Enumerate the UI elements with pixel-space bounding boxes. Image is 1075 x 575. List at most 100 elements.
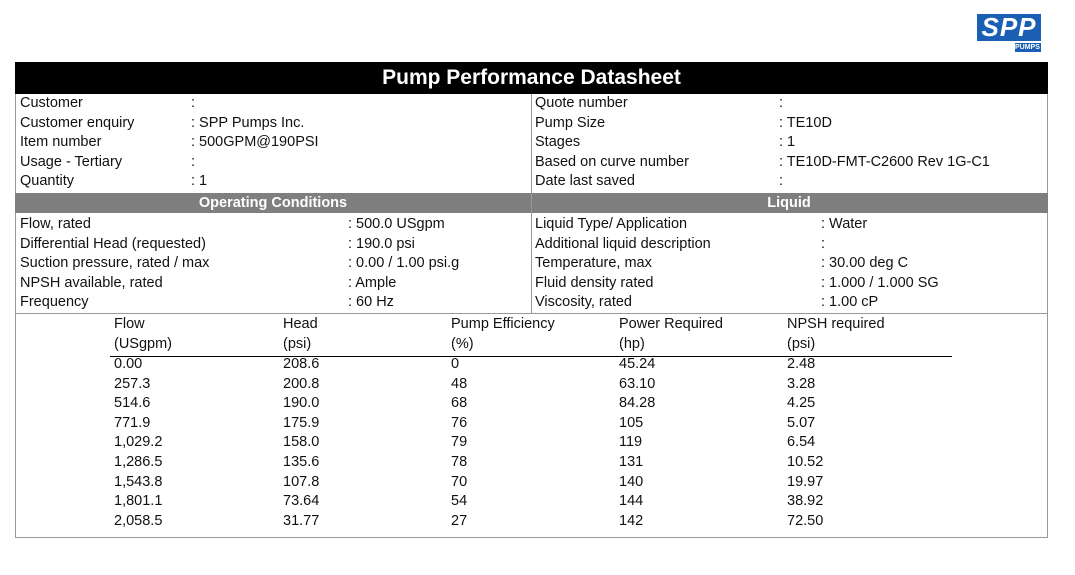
field-label: Quantity bbox=[20, 173, 74, 189]
table-cell: 175.9 bbox=[283, 414, 320, 431]
field-label: Differential Head (requested) bbox=[20, 235, 206, 252]
table-cell: 0.00 bbox=[114, 356, 143, 372]
table-cell: 76 bbox=[451, 414, 468, 431]
table-cell: 1,286.5 bbox=[114, 454, 163, 470]
table-cell: 107.8 bbox=[283, 473, 320, 490]
field-label: Usage - Tertiary bbox=[20, 153, 123, 170]
column-header: Flow bbox=[114, 316, 145, 332]
field-value: : bbox=[191, 153, 196, 170]
table-cell: 68 bbox=[451, 395, 468, 412]
logo-subtext: PUMPS bbox=[1015, 43, 1041, 52]
column-unit: (USgpm) bbox=[114, 336, 173, 352]
table-cell: 119 bbox=[619, 434, 643, 451]
table-cell: 142 bbox=[619, 512, 644, 529]
field-label: Suction pressure, rated / max bbox=[20, 255, 210, 271]
table-cell: 257.3 bbox=[114, 375, 151, 392]
field-value: : 1.000 / 1.000 SG bbox=[821, 274, 939, 291]
table-cell: 54 bbox=[451, 493, 468, 510]
field-value: : 1 bbox=[191, 173, 208, 189]
field-value: : 0.00 / 1.00 psi.g bbox=[348, 255, 460, 271]
table-cell: 135.6 bbox=[283, 454, 320, 470]
table-cell: 200.8 bbox=[283, 375, 320, 392]
table-cell: 84.28 bbox=[619, 395, 656, 412]
table-cell: 140 bbox=[619, 473, 644, 490]
field-label: Customer enquiry bbox=[20, 114, 135, 131]
field-value: : Ample bbox=[348, 274, 397, 291]
logo-brand: SPP bbox=[977, 14, 1041, 41]
table-cell: 63.10 bbox=[619, 375, 656, 392]
field-value: : 1 bbox=[779, 134, 796, 150]
field-value: : bbox=[821, 235, 826, 252]
table-cell: 158.0 bbox=[283, 434, 320, 451]
field-label: Quote number bbox=[535, 95, 628, 111]
field-label: Fluid density rated bbox=[535, 274, 654, 291]
table-cell: 6.54 bbox=[787, 434, 816, 451]
field-label: Date last saved bbox=[535, 173, 635, 189]
field-label: Frequency bbox=[20, 294, 89, 310]
table-cell: 2,058.5 bbox=[114, 512, 163, 529]
field-value: : 1.00 cP bbox=[821, 294, 879, 310]
field-value: : 190.0 psi bbox=[348, 235, 415, 252]
table-cell: 190.0 bbox=[283, 395, 320, 412]
field-label: NPSH available, rated bbox=[20, 274, 163, 291]
table-cell: 31.77 bbox=[283, 512, 320, 529]
field-value: : 30.00 deg C bbox=[821, 255, 909, 271]
table-cell: 144 bbox=[619, 493, 644, 510]
field-label: Additional liquid description bbox=[535, 235, 711, 252]
table-cell: 514.6 bbox=[114, 395, 151, 412]
field-label: Based on curve number bbox=[535, 153, 689, 170]
field-label: Temperature, max bbox=[535, 255, 652, 271]
title: Pump Performance Datasheet bbox=[382, 66, 681, 89]
section-heading: Operating Conditions bbox=[198, 195, 348, 211]
table-cell: 771.9 bbox=[114, 414, 151, 431]
table-cell: 27 bbox=[451, 512, 468, 529]
field-label: Item number bbox=[20, 134, 102, 150]
column-header: Power Required bbox=[619, 316, 723, 332]
section-divider bbox=[15, 313, 1048, 314]
section-heading: Liquid bbox=[767, 195, 811, 211]
table-cell: 79 bbox=[451, 434, 468, 451]
field-label: Customer bbox=[20, 95, 83, 111]
table-cell: 1,543.8 bbox=[114, 473, 163, 490]
table-cell: 72.50 bbox=[787, 512, 824, 529]
column-divider bbox=[531, 94, 532, 313]
table-cell: 1,029.2 bbox=[114, 434, 163, 451]
column-unit: (psi) bbox=[283, 336, 312, 352]
column-unit: (hp) bbox=[619, 336, 645, 352]
table-cell: 70 bbox=[451, 473, 468, 490]
table-cell: 73.64 bbox=[283, 493, 320, 510]
table-cell: 19.97 bbox=[787, 473, 824, 490]
field-value: : 500.0 USgpm bbox=[348, 216, 445, 232]
table-cell: 1,801.1 bbox=[114, 493, 163, 510]
table-cell: 48 bbox=[451, 375, 468, 392]
table-header-rule bbox=[110, 356, 952, 357]
field-value: : bbox=[779, 95, 784, 111]
column-unit: (%) bbox=[451, 336, 474, 352]
logo-block: SPP PUMPS bbox=[977, 14, 1041, 52]
table-cell: 0 bbox=[451, 356, 460, 372]
field-value: : 500GPM@190PSI bbox=[191, 134, 319, 150]
table-cell: 45.24 bbox=[619, 356, 656, 372]
field-value: : TE10D-FMT-C2600 Rev 1G-C1 bbox=[779, 153, 990, 170]
field-label: Pump Size bbox=[535, 114, 606, 131]
field-value: : bbox=[779, 173, 784, 189]
field-label: Viscosity, rated bbox=[535, 294, 632, 310]
field-value: : bbox=[191, 95, 196, 111]
column-header: NPSH required bbox=[787, 316, 885, 332]
field-label: Flow, rated bbox=[20, 216, 91, 232]
table-cell: 10.52 bbox=[787, 454, 824, 470]
title-bar bbox=[15, 62, 1048, 94]
table-cell: 2.48 bbox=[787, 356, 816, 372]
field-label: Stages bbox=[535, 134, 581, 150]
field-value: : SPP Pumps Inc. bbox=[191, 114, 305, 131]
column-header: Pump Efficiency bbox=[451, 316, 555, 332]
column-header: Head bbox=[283, 316, 318, 332]
table-cell: 105 bbox=[619, 414, 644, 431]
table-cell: 78 bbox=[451, 454, 468, 470]
column-unit: (psi) bbox=[787, 336, 816, 352]
table-cell: 131 bbox=[619, 454, 644, 470]
table-cell: 38.92 bbox=[787, 493, 824, 510]
field-value: : 60 Hz bbox=[348, 294, 394, 310]
table-cell: 208.6 bbox=[283, 356, 320, 372]
